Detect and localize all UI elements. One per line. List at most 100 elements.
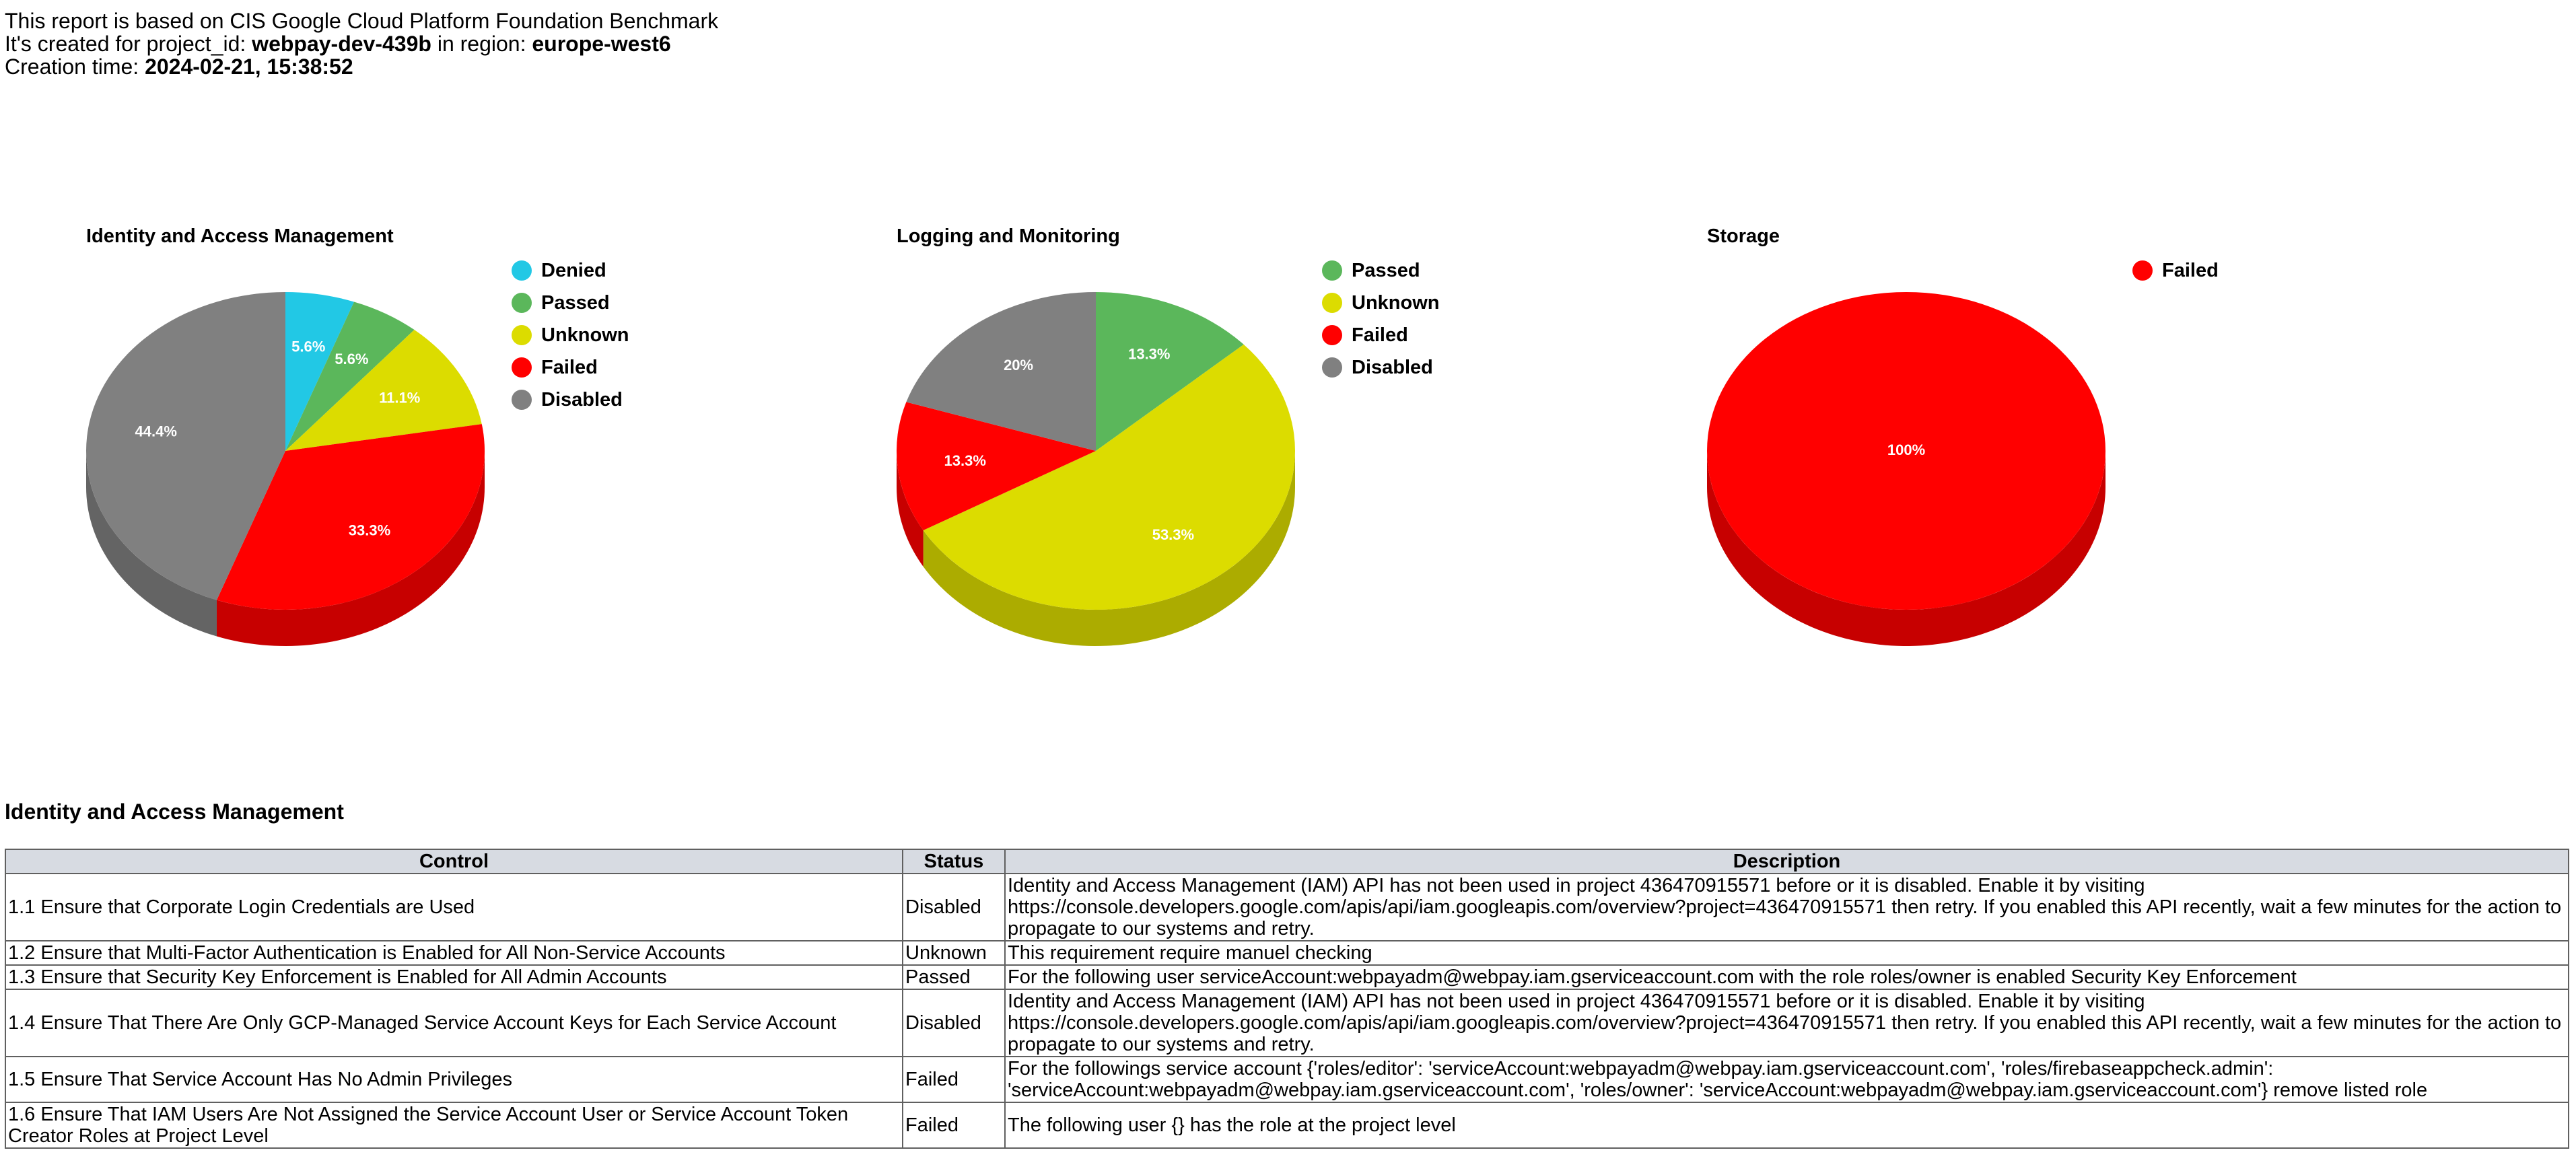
pie-top	[1707, 292, 2105, 610]
pie-side	[897, 451, 1295, 646]
table-row: 1.4 Ensure That There Are Only GCP-Manag…	[5, 989, 2569, 1057]
chart-title: Identity and Access Management	[86, 225, 394, 247]
legend-marker	[512, 293, 532, 313]
pie-side	[86, 451, 485, 646]
control-cell: 1.2 Ensure that Multi-Factor Authenticat…	[5, 940, 903, 966]
pie-slice-passed	[1096, 292, 1244, 451]
chart-legend: Denied Passed Unknown Failed Disabled	[512, 254, 629, 416]
legend-marker	[1322, 293, 1342, 313]
region-prefix: in region:	[431, 32, 532, 56]
iam-pie-chart: Identity and Access Management 5.6% 5.6% 1…	[86, 222, 860, 680]
legend-item: Disabled	[512, 384, 629, 416]
control-cell: 1.4 Ensure That There Are Only GCP-Manag…	[5, 989, 903, 1057]
description-cell: The following user {} has the role at th…	[1004, 1102, 2569, 1149]
pie-labels: 13.3% 53.3% 13.3% 20%	[944, 346, 1195, 543]
creation-prefix: Creation time:	[5, 55, 145, 79]
pie-slice-failed	[896, 402, 1096, 530]
legend-item: Failed	[512, 351, 629, 384]
pie-side	[1707, 451, 2105, 646]
legend-label: Passed	[541, 291, 610, 314]
slice-percent-label: 20%	[1004, 357, 1033, 374]
pie-side-failed	[1707, 451, 2105, 646]
legend-marker	[1322, 357, 1342, 378]
legend-item: Unknown	[512, 319, 629, 351]
benchmark-line: This report is based on CIS Google Cloud…	[5, 9, 719, 33]
column-header-description: Description	[1004, 849, 2569, 874]
table-row: 1.6 Ensure That IAM Users Are Not Assign…	[5, 1102, 2569, 1149]
description-cell: For the following user serviceAccount:we…	[1004, 964, 2569, 990]
slice-percent-label: 13.3%	[944, 452, 986, 469]
legend-item: Passed	[1322, 254, 1440, 287]
legend-label: Unknown	[1352, 291, 1440, 314]
project-prefix: It's created for project_id:	[5, 32, 252, 56]
pie-side-failed	[216, 451, 485, 646]
slice-percent-label: 33.3%	[349, 522, 390, 539]
pie-labels: 5.6% 5.6% 11.1% 33.3% 44.4%	[135, 338, 421, 538]
column-header-status: Status	[902, 849, 1006, 874]
legend-marker	[1322, 325, 1342, 345]
pie-side-unknown	[923, 451, 1295, 646]
pie-labels: 100%	[1887, 441, 1925, 458]
chart-legend: Failed	[2132, 254, 2219, 287]
slice-percent-label: 44.4%	[135, 423, 177, 440]
legend-label: Passed	[1352, 259, 1420, 281]
chart-legend: Passed Unknown Failed Disabled	[1322, 254, 1440, 384]
pie-top	[86, 292, 485, 610]
status-cell: Passed	[902, 964, 1006, 990]
description-cell: Identity and Access Management (IAM) API…	[1004, 989, 2569, 1057]
pie-slice-failed	[216, 424, 485, 610]
table-row: 1.5 Ensure That Service Account Has No A…	[5, 1056, 2569, 1103]
pie-svg: 5.6% 5.6% 11.1% 33.3% 44.4%	[86, 292, 485, 646]
pie-slice-passed	[285, 301, 415, 451]
status-cell: Unknown	[902, 940, 1006, 966]
legend-label: Failed	[541, 356, 598, 378]
pie-slice-disabled	[86, 292, 285, 600]
pie-svg: 100%	[1707, 292, 2105, 646]
legend-label: Disabled	[1352, 356, 1433, 378]
slice-percent-label: 5.6%	[335, 351, 368, 367]
legend-label: Failed	[2162, 259, 2219, 281]
status-cell: Failed	[902, 1056, 1006, 1103]
legend-label: Denied	[541, 259, 606, 281]
pie-slice-unknown	[285, 330, 482, 451]
chart-title: Storage	[1707, 225, 1780, 247]
creation-line: Creation time: 2024-02-21, 15:38:52	[5, 55, 718, 78]
pie-svg: 13.3% 53.3% 13.3% 20%	[896, 292, 1296, 646]
pie-side-disabled	[86, 451, 217, 637]
legend-label: Disabled	[541, 388, 623, 411]
status-cell: Failed	[902, 1102, 1006, 1149]
status-cell: Disabled	[902, 989, 1006, 1057]
project-line: It's created for project_id: webpay-dev-…	[5, 32, 718, 55]
legend-label: Unknown	[541, 324, 629, 346]
controls-table: Control Status Description 1.1 Ensure th…	[5, 849, 2569, 1149]
legend-item: Unknown	[1322, 287, 1440, 319]
section-title: Identity and Access Management	[5, 799, 344, 824]
legend-label: Failed	[1352, 324, 1408, 346]
legend-marker	[512, 260, 532, 281]
legend-marker	[512, 357, 532, 378]
legend-item: Denied	[512, 254, 629, 287]
storage-pie-chart: Storage 100% Failed	[1707, 222, 2481, 680]
description-cell: For the followings service account {'rol…	[1004, 1056, 2569, 1103]
slice-percent-label: 13.3%	[1128, 346, 1170, 363]
legend-item: Failed	[1322, 319, 1440, 351]
slice-percent-label: 5.6%	[291, 338, 325, 355]
creation-time: 2024-02-21, 15:38:52	[145, 55, 353, 79]
slice-percent-label: 100%	[1887, 441, 1925, 458]
control-cell: 1.6 Ensure That IAM Users Are Not Assign…	[5, 1102, 903, 1149]
legend-item: Failed	[2132, 254, 2219, 287]
pie-side-failed	[897, 451, 924, 567]
legend-marker	[2132, 260, 2153, 281]
region: europe-west6	[532, 32, 671, 56]
legend-marker	[1322, 260, 1342, 281]
project-id: webpay-dev-439b	[252, 32, 431, 56]
pie-slice-denied	[285, 292, 355, 451]
logging-pie-chart: Logging and Monitoring 13.3% 53.3% 13.3% 20…	[896, 222, 1671, 680]
pie-slice-unknown	[923, 344, 1296, 610]
control-cell: 1.1 Ensure that Corporate Login Credenti…	[5, 873, 903, 941]
table-row: 1.1 Ensure that Corporate Login Credenti…	[5, 873, 2569, 941]
legend-item: Disabled	[1322, 351, 1440, 384]
slice-percent-label: 53.3%	[1152, 526, 1194, 543]
legend-marker	[512, 325, 532, 345]
status-cell: Disabled	[902, 873, 1006, 941]
